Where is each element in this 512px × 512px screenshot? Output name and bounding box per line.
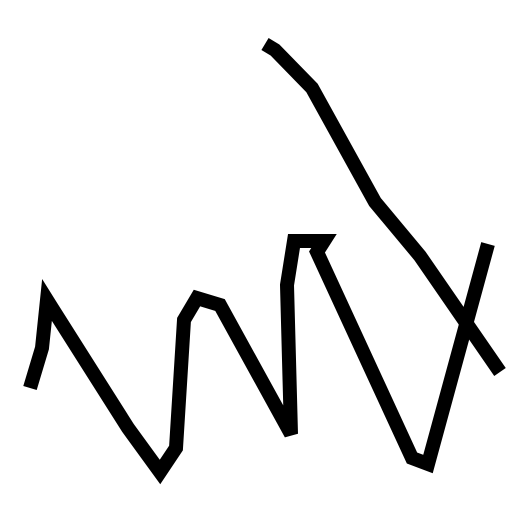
zigzag-scribble-stroke: [23, 234, 495, 485]
diagonal-scribble-stroke: [261, 37, 506, 376]
